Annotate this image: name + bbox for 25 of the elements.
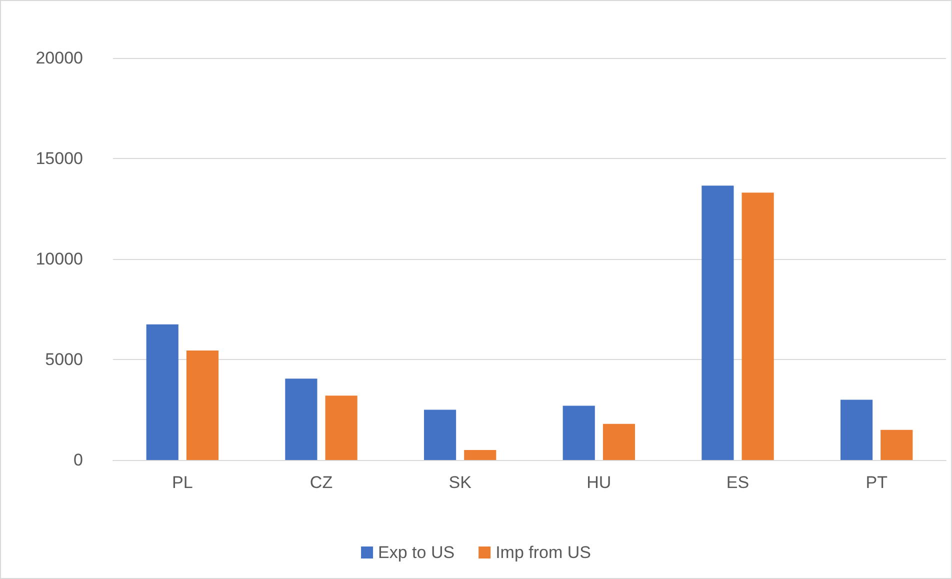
y-tick-label: 15000: [36, 149, 83, 168]
y-tick-label: 20000: [36, 48, 83, 68]
bar: [742, 192, 774, 460]
x-tick-label: CZ: [310, 473, 333, 492]
bar: [840, 400, 873, 460]
x-tick-label: HU: [586, 473, 612, 492]
x-tick-label: PT: [866, 473, 888, 492]
legend-label: Exp to US: [378, 543, 455, 562]
x-tick-label: PL: [172, 473, 193, 492]
bar: [325, 396, 358, 460]
bar: [464, 450, 496, 460]
x-tick-label: ES: [726, 473, 750, 492]
x-tick-label: SK: [448, 473, 472, 492]
bar: [702, 186, 734, 460]
bar: [880, 430, 913, 460]
bar: [424, 410, 456, 460]
y-tick-label: 5000: [45, 350, 83, 369]
y-tick-label: 0: [74, 450, 83, 470]
y-tick-label: 10000: [36, 250, 83, 268]
bar: [562, 406, 595, 460]
bar: [285, 378, 318, 460]
bar: [602, 424, 636, 460]
bar: [146, 324, 178, 460]
legend-label: Imp from US: [496, 543, 591, 562]
bar: [186, 350, 219, 460]
